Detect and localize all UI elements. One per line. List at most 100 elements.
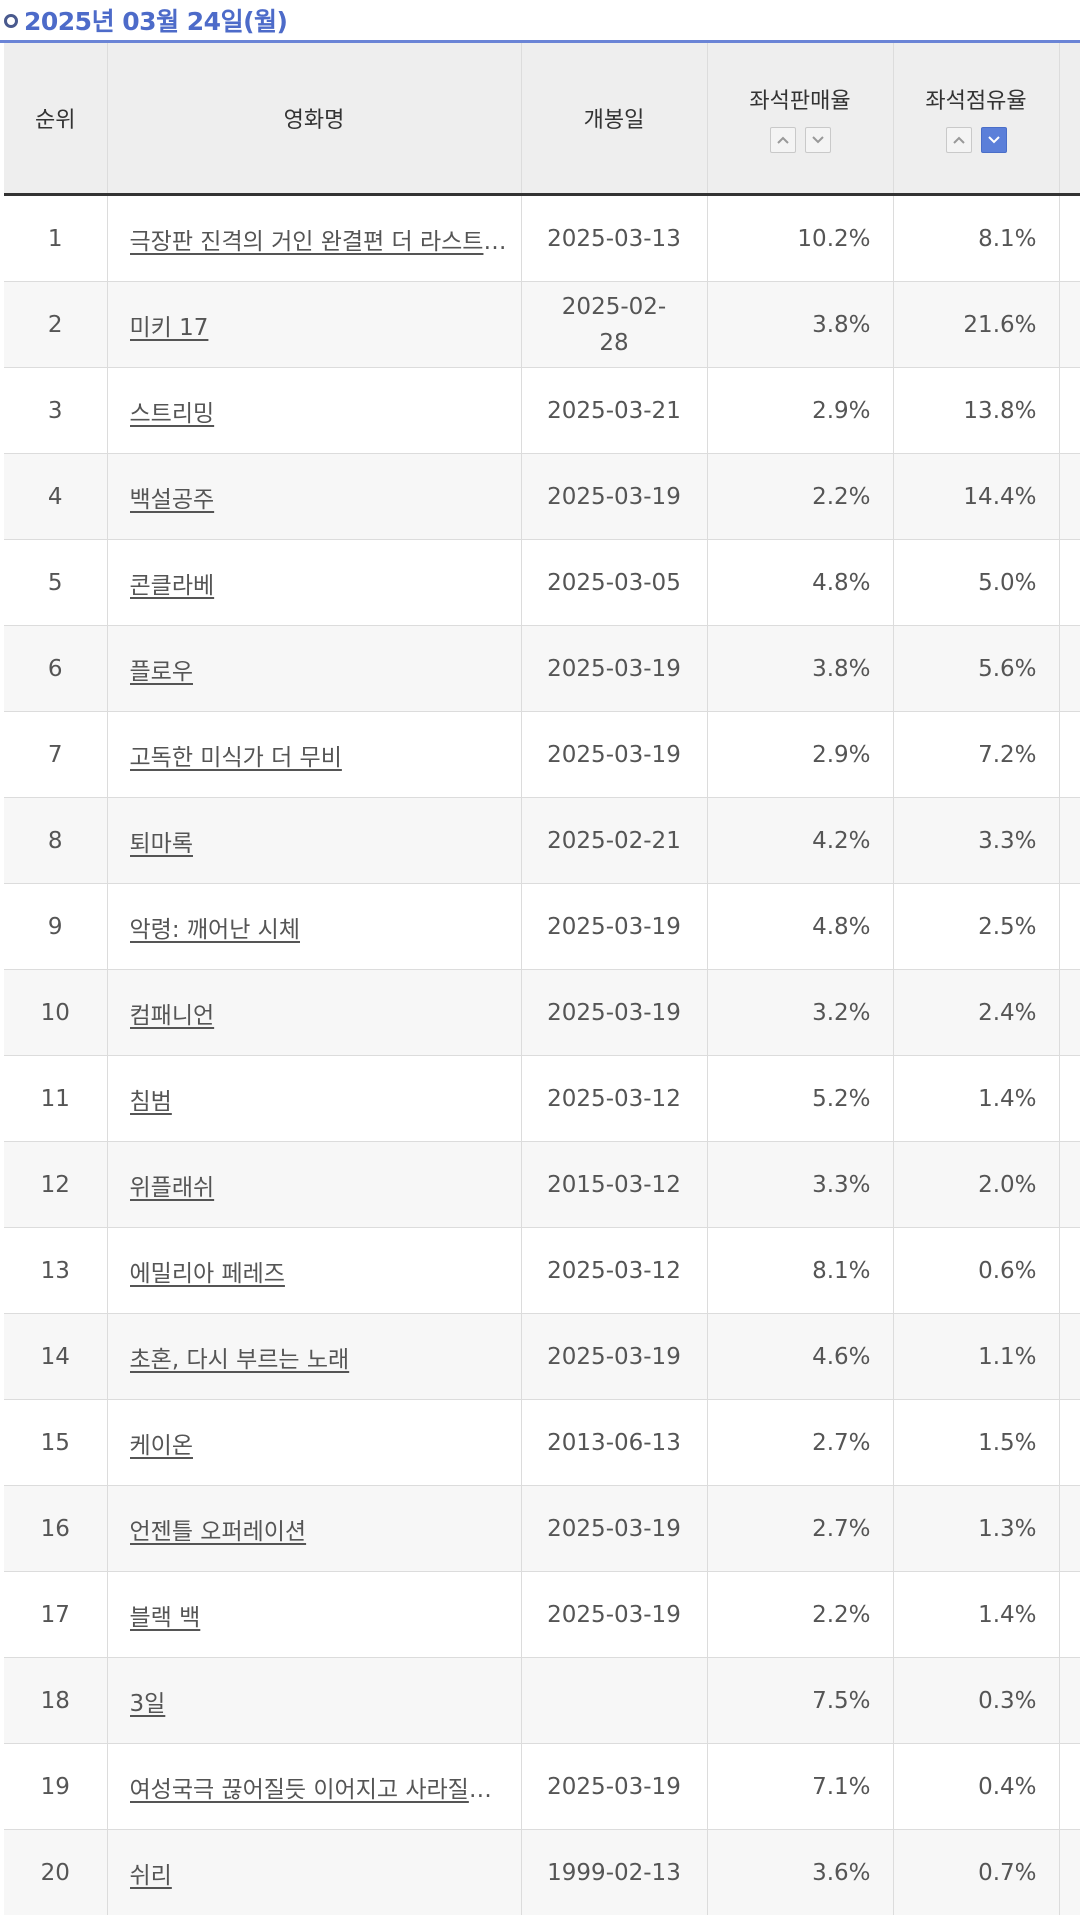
- sales-sort-controls: [708, 127, 893, 153]
- rank-cell: 20: [4, 1830, 107, 1915]
- seat-sales-rate-cell: 3.3%: [707, 1142, 893, 1228]
- movie-title-link[interactable]: 퇴마록: [130, 824, 521, 858]
- rank-cell: 9: [4, 884, 107, 970]
- col-header-occupancy: 좌석점유율: [893, 43, 1059, 195]
- rank-cell: 16: [4, 1486, 107, 1572]
- chevron-up-icon: [953, 136, 965, 144]
- sales-sort-up-button[interactable]: [770, 127, 796, 153]
- movie-title-link[interactable]: 백설공주: [130, 480, 521, 514]
- rank-cell: 17: [4, 1572, 107, 1658]
- occupancy-sort-up-button[interactable]: [946, 127, 972, 153]
- occupancy-sort-controls: [894, 127, 1059, 153]
- seat-sales-rate-cell: 2.9%: [707, 368, 893, 454]
- movie-title-link[interactable]: 에밀리아 페레즈: [130, 1254, 521, 1288]
- seat-occupancy-rate-cell: 13.8%: [893, 368, 1059, 454]
- rank-cell: 3: [4, 368, 107, 454]
- sales-sort-down-button[interactable]: [805, 127, 831, 153]
- rank-cell: 7: [4, 712, 107, 798]
- rank-cell: 2: [4, 282, 107, 368]
- seat-occupancy-rate-cell: 5.6%: [893, 626, 1059, 712]
- rank-cell: 12: [4, 1142, 107, 1228]
- seat-sales-rate-cell: 2.2%: [707, 454, 893, 540]
- title-cell: 초혼, 다시 부르는 노래: [107, 1314, 521, 1400]
- movie-title-link[interactable]: 쉬리: [130, 1856, 521, 1890]
- release-date-cell: 2025-03-13: [521, 195, 707, 282]
- rank-cell: 15: [4, 1400, 107, 1486]
- release-date-cell: 2025-02-28: [521, 282, 707, 368]
- title-cell: 스트리밍: [107, 368, 521, 454]
- release-date-cell: 2025-03-19: [521, 454, 707, 540]
- extra-cell: [1059, 1486, 1080, 1572]
- release-date-cell: 2025-03-19: [521, 712, 707, 798]
- extra-cell: [1059, 1744, 1080, 1830]
- rank-cell: 4: [4, 454, 107, 540]
- seat-occupancy-rate-cell: 2.0%: [893, 1142, 1059, 1228]
- seat-sales-rate-cell: 3.8%: [707, 282, 893, 368]
- movie-title-link[interactable]: 극장판 진격의 거인 완결편 더 라스트 어택: [130, 222, 521, 256]
- release-date-cell: 1999-02-13: [521, 1830, 707, 1915]
- movie-title-link[interactable]: 미키 17: [130, 308, 521, 342]
- movie-title-link[interactable]: 악령: 깨어난 시체: [130, 910, 521, 944]
- seat-occupancy-rate-cell: 2.4%: [893, 970, 1059, 1056]
- movie-title-link[interactable]: 스트리밍: [130, 394, 521, 428]
- col-header-release: 개봉일: [521, 43, 707, 195]
- title-cell: 침범: [107, 1056, 521, 1142]
- movie-title-link[interactable]: 초혼, 다시 부르는 노래: [130, 1340, 521, 1374]
- extra-cell: [1059, 1228, 1080, 1314]
- seat-sales-rate-cell: 8.1%: [707, 1228, 893, 1314]
- title-cell: 백설공주: [107, 454, 521, 540]
- release-date-cell: 2025-03-19: [521, 970, 707, 1056]
- extra-cell: [1059, 540, 1080, 626]
- seat-sales-rate-cell: 3.8%: [707, 626, 893, 712]
- movie-title-link[interactable]: 위플래쉬: [130, 1168, 521, 1202]
- extra-cell: [1059, 970, 1080, 1056]
- seat-occupancy-rate-cell: 21.6%: [893, 282, 1059, 368]
- movie-title-link[interactable]: 콘클라베: [130, 566, 521, 600]
- seat-occupancy-rate-cell: 7.2%: [893, 712, 1059, 798]
- seat-occupancy-rate-cell: 0.3%: [893, 1658, 1059, 1744]
- seat-occupancy-rate-cell: 1.5%: [893, 1400, 1059, 1486]
- extra-cell: [1059, 1056, 1080, 1142]
- seat-occupancy-rate-cell: 0.6%: [893, 1228, 1059, 1314]
- movie-title-link[interactable]: 여성국극 끊어질듯 이어지고 사라질듯 영원하다: [130, 1770, 521, 1804]
- movie-title-link[interactable]: 블랙 백: [130, 1598, 521, 1632]
- rank-cell: 19: [4, 1744, 107, 1830]
- movie-title-link[interactable]: 고독한 미식가 더 무비: [130, 738, 521, 772]
- seat-sales-rate-cell: 10.2%: [707, 195, 893, 282]
- movie-title-link[interactable]: 침범: [130, 1082, 521, 1116]
- movie-title-link[interactable]: 언젠틀 오퍼레이션: [130, 1512, 521, 1546]
- movie-title-link[interactable]: 플로우: [130, 652, 521, 686]
- extra-cell: [1059, 884, 1080, 970]
- movie-title-link[interactable]: 컴패니언: [130, 996, 521, 1030]
- seat-occupancy-rate-cell: 14.4%: [893, 454, 1059, 540]
- release-date-cell: 2025-03-19: [521, 1744, 707, 1830]
- seat-occupancy-rate-cell: 2.5%: [893, 884, 1059, 970]
- seat-occupancy-rate-cell: 1.3%: [893, 1486, 1059, 1572]
- movie-title-link[interactable]: 3일: [130, 1684, 521, 1718]
- occupancy-sort-down-button[interactable]: [981, 127, 1007, 153]
- title-cell: 여성국극 끊어질듯 이어지고 사라질듯 영원하다: [107, 1744, 521, 1830]
- col-header-sales: 좌석판매율: [707, 43, 893, 195]
- seat-occupancy-rate-cell: 3.3%: [893, 798, 1059, 884]
- title-cell: 퇴마록: [107, 798, 521, 884]
- seat-occupancy-rate-cell: 1.4%: [893, 1056, 1059, 1142]
- seat-sales-rate-cell: 2.2%: [707, 1572, 893, 1658]
- seat-sales-rate-cell: 2.9%: [707, 712, 893, 798]
- movie-title-link[interactable]: 케이온: [130, 1426, 521, 1460]
- seat-occupancy-rate-cell: 8.1%: [893, 195, 1059, 282]
- extra-cell: [1059, 282, 1080, 368]
